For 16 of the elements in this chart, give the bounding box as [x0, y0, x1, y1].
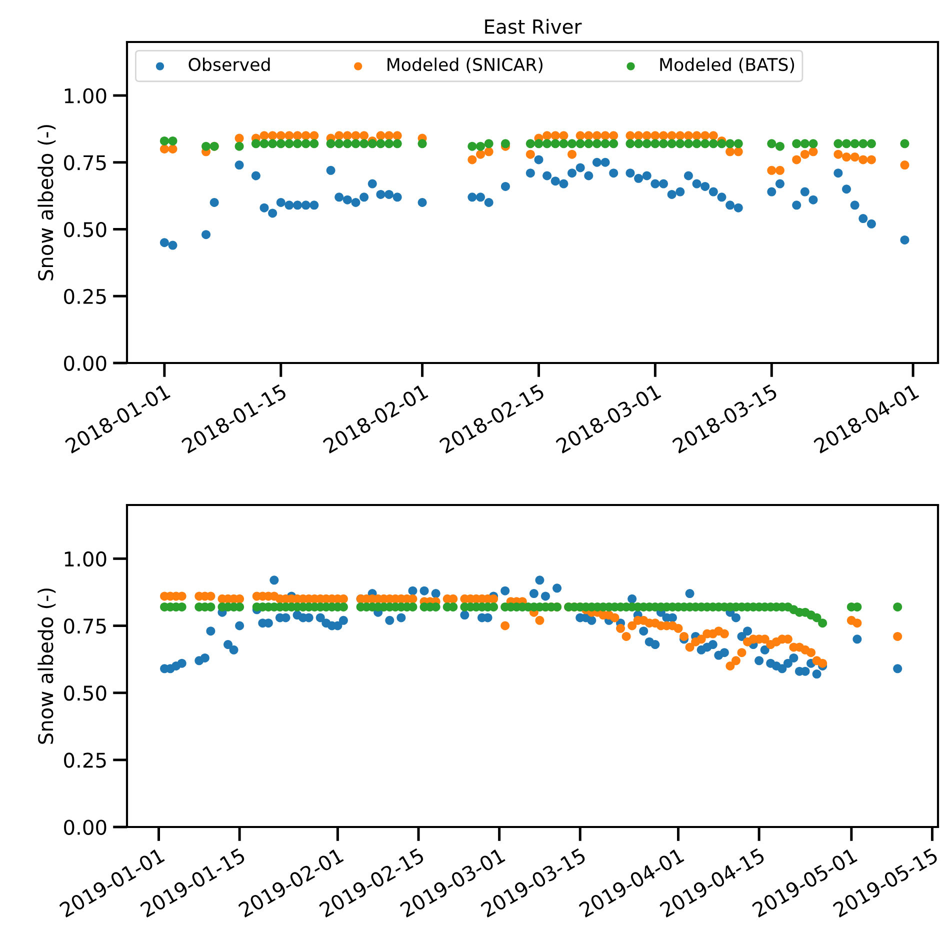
legend-label: Modeled (SNICAR) [388, 58, 542, 74]
y-tick-label: 1.00 [64, 88, 106, 104]
chart-title: East River [485, 18, 582, 34]
y-axis-title: Snow albedo (-) [38, 125, 56, 280]
legend-label: Observed [188, 58, 270, 72]
y-tick-label: 0.00 [64, 820, 106, 835]
y-tick-label: 1.00 [64, 551, 106, 567]
y-tick-label: 0.50 [64, 222, 106, 238]
y-tick-label: 0.75 [64, 155, 106, 170]
y-tick-label: 0.75 [64, 618, 106, 634]
legend-label: Modeled (BATS) [660, 58, 794, 74]
y-tick-label: 0.00 [64, 356, 106, 371]
y-tick-label: 0.50 [64, 686, 106, 701]
y-axis-title: Snow albedo (-) [38, 588, 56, 744]
y-tick-label: 0.25 [64, 752, 106, 768]
y-tick-label: 0.25 [64, 288, 106, 304]
